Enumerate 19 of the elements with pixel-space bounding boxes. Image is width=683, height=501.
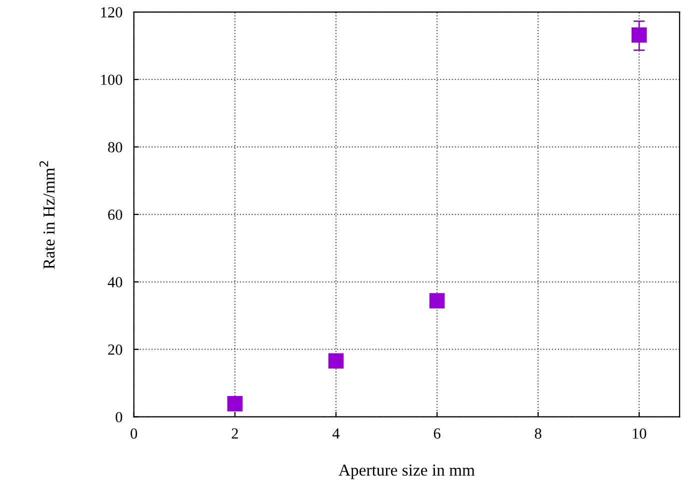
y-tick-label: 0 [116,412,122,422]
y-tick-label: 80 [108,142,122,152]
y-tick-label: 40 [108,277,122,288]
x-tick-label: 2 [232,428,238,439]
point [429,293,445,308]
x-tick-label: 0 [130,428,138,439]
point [328,353,344,368]
x-axis-title: Aperture size in mm [338,464,475,480]
y-tick-label: 100 [101,74,122,85]
x-tick-label: 8 [534,428,542,439]
x-tick-label: 10 [632,428,646,439]
y-axis-title: Rate in Hz/mm$^{2}$ [39,161,55,269]
point [227,396,243,412]
x-tick-label: 4 [332,428,340,439]
point [632,27,647,43]
y-tick-label: 20 [108,344,122,355]
x-tick-label: 6 [434,428,440,439]
y-tick-label: 60 [108,210,122,220]
y-tick-label: 120 [101,7,122,18]
